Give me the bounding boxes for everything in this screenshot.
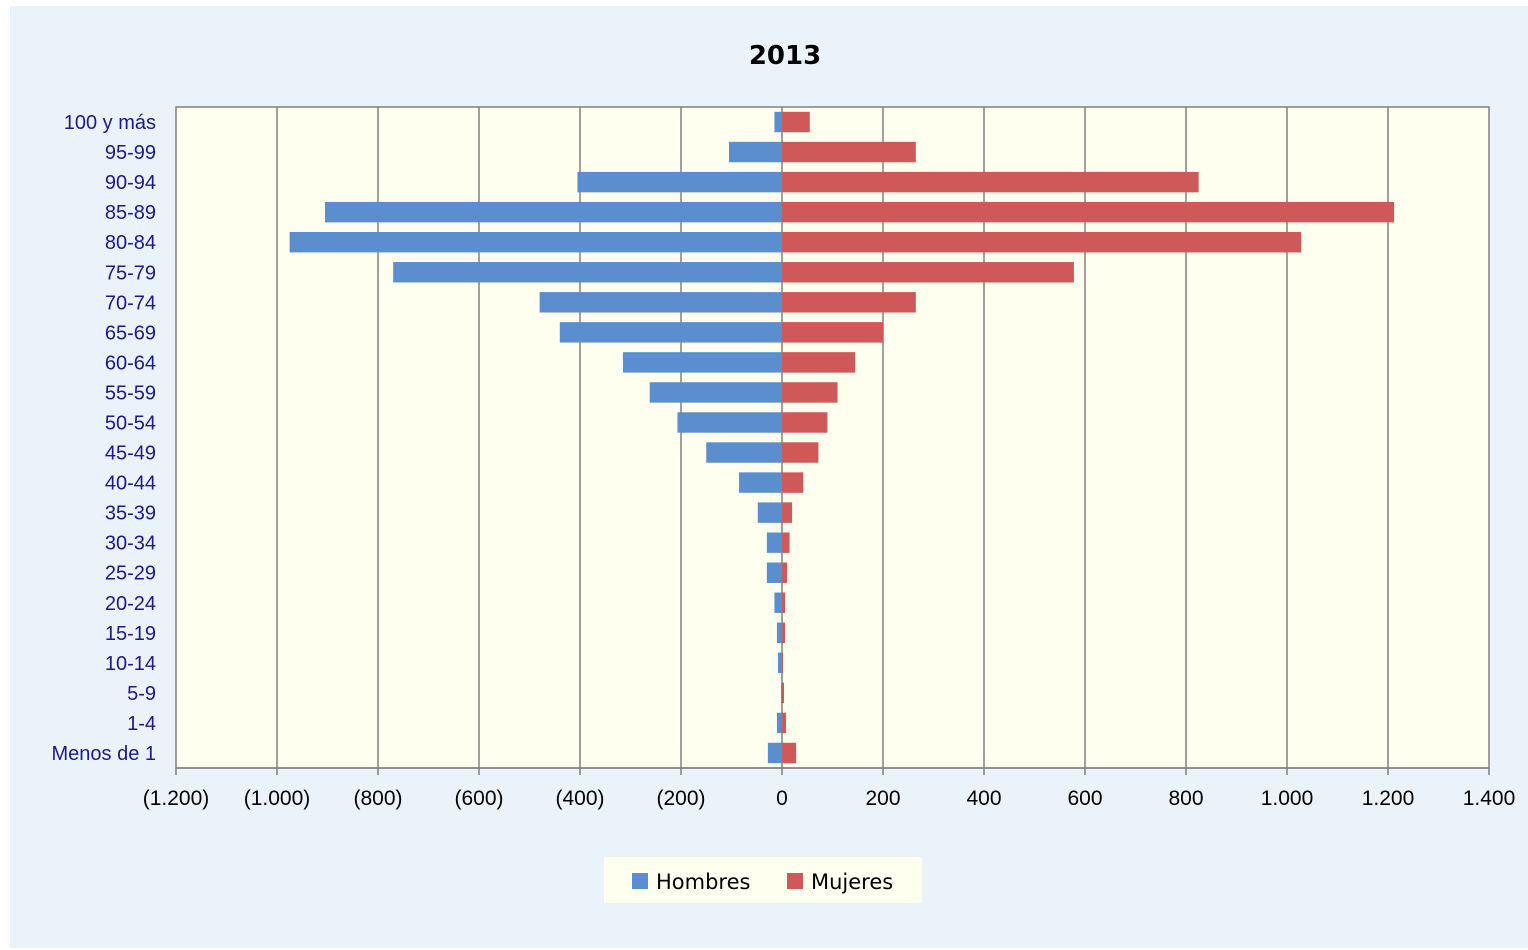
bar-mujeres-9 [782, 382, 838, 403]
category-label: 15-19 [105, 623, 156, 645]
chart-area: 2013 100 y más 95-99 90-94 85-89 80-84 75-79 7… [10, 6, 1528, 948]
bar-hombres-8 [622, 352, 782, 373]
x-tick-label: 1.400 [1463, 787, 1516, 810]
category-label: 45-49 [105, 443, 156, 465]
bar-mujeres-6 [782, 292, 916, 313]
bar-mujeres-11 [782, 442, 819, 463]
bar-hombres-14 [766, 532, 782, 553]
bars-group [289, 111, 1395, 764]
bar-hombres-0 [774, 111, 782, 133]
category-label: 50-54 [105, 412, 156, 434]
category-label: 1-4 [127, 713, 156, 735]
x-tick-label: 400 [966, 787, 1001, 810]
category-label: 75-79 [105, 262, 156, 284]
category-label: 80-84 [105, 232, 156, 254]
category-label: 20-24 [105, 593, 156, 615]
bar-hombres-12 [739, 472, 782, 493]
legend-swatch-hombres [632, 873, 648, 889]
bar-mujeres-0 [782, 111, 810, 133]
category-label: 5-9 [127, 683, 156, 705]
bar-mujeres-12 [782, 472, 804, 493]
bar-hombres-17 [776, 622, 782, 644]
legend-label-hombres: Hombres [656, 870, 750, 894]
bar-mujeres-10 [782, 412, 828, 433]
category-label: 85-89 [105, 202, 156, 224]
x-tick-label: 0 [776, 787, 788, 810]
legend-swatch-mujeres [787, 873, 803, 889]
bar-mujeres-5 [782, 262, 1074, 283]
bar-hombres-7 [559, 322, 782, 343]
bar-hombres-3 [324, 201, 782, 223]
bar-mujeres-8 [782, 352, 856, 373]
bar-mujeres-1 [782, 141, 916, 163]
category-label: 55-59 [105, 382, 156, 404]
x-tick-label: 600 [1067, 787, 1102, 810]
bar-mujeres-15 [782, 562, 788, 583]
bar-hombres-6 [539, 292, 782, 313]
chart-title: 2013 [749, 41, 821, 71]
bar-mujeres-13 [782, 502, 793, 523]
bar-mujeres-2 [782, 171, 1199, 193]
bar-hombres-2 [577, 171, 782, 193]
bar-mujeres-21 [782, 742, 797, 764]
bar-hombres-10 [677, 412, 782, 433]
bar-hombres-20 [776, 712, 782, 734]
x-tick-label: (1.000) [244, 787, 311, 810]
bar-hombres-21 [767, 742, 782, 764]
x-tick-label: (1.200) [143, 787, 210, 810]
x-tick-label: 1.200 [1362, 787, 1415, 810]
legend: Hombres Mujeres [604, 857, 922, 903]
legend-box [604, 857, 922, 903]
x-axis: (1.200) (1.000) (800) (600) (400) (200) 0 200 40… [143, 767, 1516, 810]
category-label: Menos de 1 [51, 743, 156, 765]
x-tick-label: (200) [656, 787, 705, 810]
category-labels: 100 y más 95-99 90-94 85-89 80-84 75-79 70-74 6… [51, 112, 156, 765]
bar-hombres-9 [649, 382, 782, 403]
category-label: 65-69 [105, 322, 156, 344]
x-tick-label: (800) [353, 787, 402, 810]
x-tick-label: 200 [865, 787, 900, 810]
category-label: 60-64 [105, 352, 156, 374]
category-label: 10-14 [105, 653, 156, 675]
bar-mujeres-4 [782, 231, 1302, 253]
bar-hombres-13 [757, 502, 782, 523]
bar-hombres-5 [393, 262, 782, 283]
bar-mujeres-7 [782, 322, 883, 343]
bar-mujeres-18 [782, 652, 784, 674]
bar-mujeres-16 [782, 592, 786, 613]
bar-mujeres-17 [782, 622, 786, 644]
category-label: 25-29 [105, 563, 156, 585]
bar-mujeres-14 [782, 532, 790, 553]
bar-mujeres-3 [782, 201, 1395, 223]
bar-hombres-15 [766, 562, 782, 583]
bar-hombres-18 [777, 652, 782, 674]
bar-hombres-16 [774, 592, 782, 613]
x-tick-label: 800 [1168, 787, 1203, 810]
category-label: 70-74 [105, 292, 156, 314]
bar-hombres-1 [728, 141, 782, 163]
category-label: 95-99 [105, 142, 156, 164]
bar-mujeres-20 [782, 712, 787, 734]
category-label: 30-34 [105, 533, 156, 555]
category-label: 90-94 [105, 172, 156, 194]
category-label: 35-39 [105, 503, 156, 525]
x-tick-label: (400) [555, 787, 604, 810]
population-pyramid-chart: 2013 100 y más 95-99 90-94 85-89 80-84 75-79 7… [51, 41, 1516, 903]
x-tick-label: 1.000 [1261, 787, 1314, 810]
category-label: 40-44 [105, 473, 156, 495]
x-tick-label: (600) [454, 787, 503, 810]
bar-hombres-19 [780, 682, 782, 704]
category-label: 100 y más [64, 112, 156, 134]
legend-label-mujeres: Mujeres [811, 870, 893, 894]
bar-mujeres-19 [782, 682, 785, 704]
bar-hombres-11 [706, 442, 782, 463]
bar-hombres-4 [289, 231, 782, 253]
